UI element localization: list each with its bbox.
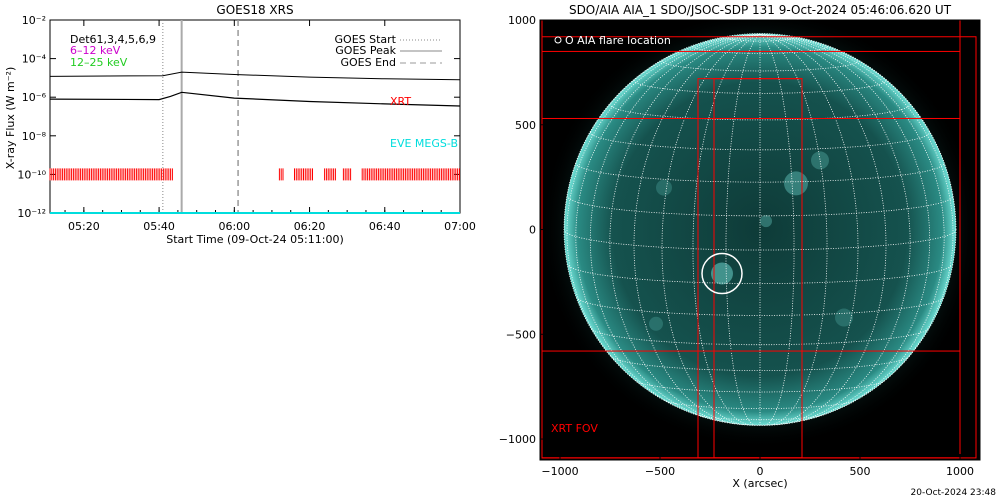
- longitude-line: [566, 34, 761, 398]
- heliographic-grid: [564, 34, 956, 426]
- aia-y-tick-label: 0: [529, 224, 536, 237]
- active-region-glow: [760, 215, 772, 228]
- aia-y-tick-label: −1000: [499, 433, 536, 446]
- goes-y-label: X-ray Flux (W m⁻²): [4, 67, 17, 169]
- longitude-line: [609, 34, 761, 425]
- latitude-line: [590, 327, 930, 346]
- goes-y-tick-label: 10⁻²: [22, 14, 46, 27]
- active-region-glow: [711, 262, 733, 285]
- longitude-line: [589, 34, 761, 423]
- aia-y-tick-label: −500: [506, 328, 536, 341]
- longitude-line: [564, 34, 761, 230]
- goes-x-tick-label: 05:20: [68, 220, 100, 233]
- flare-location-label: O AIA flare location: [565, 34, 671, 47]
- xrt-fov-label: XRT FOV: [551, 422, 598, 435]
- goes-x-tick-label: 06:40: [369, 220, 401, 233]
- latitude-line: [692, 46, 828, 54]
- aia-y-tick-label: 1000: [508, 14, 536, 27]
- goes-x-label: Start Time (09-Oct-24 05:11:00): [166, 233, 344, 246]
- goes-short-channel-line: [49, 91, 461, 107]
- footer-timestamp: 20-Oct-2024 23:48: [911, 488, 997, 498]
- aia-x-tick-label: −1000: [541, 465, 578, 478]
- aia-x-tick-label: −500: [645, 465, 675, 478]
- flare-location-circle: [701, 252, 743, 295]
- legend-goes-peak: GOES Peak: [335, 44, 396, 57]
- active-region-glow: [784, 171, 808, 196]
- xrt-fov-box: [541, 117, 961, 352]
- legend-goes-end: GOES End: [340, 56, 396, 69]
- goes-x-axis: 05:20 05:40 06:00 06:20 06:40 07:00: [64, 20, 476, 233]
- aia-x-tick-label: 500: [850, 465, 871, 478]
- latitude-line: [566, 263, 954, 284]
- goes-x-tick-label: 06:20: [294, 220, 326, 233]
- longitude-line: [759, 34, 931, 423]
- goes-y-tick-label: 10⁻¹⁰: [17, 168, 46, 181]
- xrt-fov-boxes: [541, 20, 977, 459]
- longitude-line: [759, 34, 954, 398]
- longitude-line: [759, 34, 828, 426]
- xrt-label: XRT: [390, 95, 411, 108]
- energy-label-12-25: 12–25 keV: [70, 56, 128, 69]
- longitude-line: [759, 34, 945, 418]
- solar-limb: [563, 33, 957, 426]
- goes-y-tick-label: 10⁻⁸: [22, 130, 47, 143]
- energy-label-6-12: 6–12 keV: [70, 44, 121, 57]
- longitude-line: [575, 34, 761, 418]
- aia-x-label: X (arcsec): [732, 477, 787, 490]
- xrt-coverage-bars: [49, 168, 460, 181]
- active-region-glow: [656, 179, 672, 196]
- latitude-line: [633, 80, 887, 94]
- goes-x-tick-label: 05:40: [143, 220, 175, 233]
- legend-goes-start: GOES Start: [335, 33, 397, 46]
- goes-title: GOES18 XRS: [216, 3, 293, 17]
- goes-y-tick-label: 10⁻⁶: [22, 91, 47, 104]
- goes-y-axis: 10⁻² 10⁻⁴ 10⁻⁶ 10⁻⁸ 10⁻¹⁰ 10⁻¹²: [17, 14, 460, 220]
- aia-x-axis: −1000 −500 0 500 1000: [541, 454, 974, 478]
- aia-y-tick-label: 500: [515, 119, 536, 132]
- active-region-glow: [835, 308, 853, 327]
- energy-label-det: Det61,3,4,5,6,9: [70, 33, 156, 46]
- goes-long-channel-line: [49, 71, 461, 81]
- aia-x-tick-label: 0: [757, 465, 764, 478]
- longitude-line: [759, 34, 859, 426]
- longitude-line: [725, 34, 761, 426]
- flare-legend-circle-icon: [554, 36, 562, 44]
- longitude-line: [759, 34, 911, 425]
- aia-title: SDO/AIA AIA_1 SDO/JSOC-SDP 131 9-Oct-202…: [569, 3, 952, 17]
- goes-x-tick-label: 06:00: [218, 220, 250, 233]
- aia-image: [540, 20, 980, 460]
- longitude-line: [759, 34, 795, 426]
- goes-y-tick-label: 10⁻⁴: [22, 53, 47, 66]
- longitude-line: [759, 34, 956, 230]
- aia-y-axis: 1000 500 0 −500 −1000: [499, 14, 546, 446]
- xrt-fov-box: [713, 78, 803, 459]
- eve-label: EVE MEGS-B: [390, 137, 458, 150]
- longitude-line: [692, 34, 761, 426]
- longitude-line: [661, 34, 761, 426]
- aia-x-tick-label: 1000: [946, 465, 974, 478]
- goes-y-tick-label: 10⁻¹²: [17, 207, 46, 220]
- active-region-glow: [811, 151, 829, 170]
- active-region-glow: [649, 316, 663, 331]
- goes-x-tick-label: 07:00: [444, 220, 476, 233]
